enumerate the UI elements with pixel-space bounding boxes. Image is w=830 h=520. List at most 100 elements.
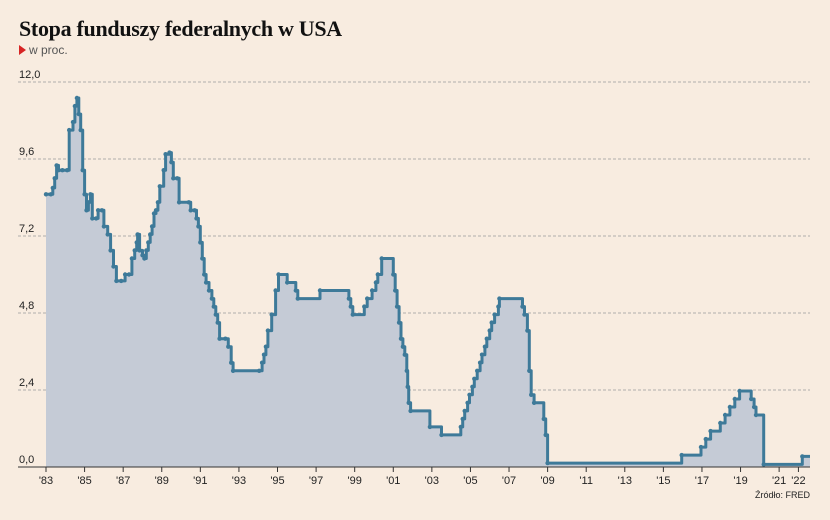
data-point	[396, 320, 402, 325]
data-point	[470, 384, 475, 389]
data-point	[167, 150, 172, 155]
data-point	[213, 312, 218, 317]
data-point	[496, 304, 501, 309]
data-point	[398, 336, 404, 341]
data-point	[72, 103, 78, 109]
data-point	[157, 184, 162, 189]
data-point	[223, 336, 228, 341]
data-point	[427, 424, 433, 430]
data-point	[261, 352, 267, 357]
data-point	[206, 288, 212, 293]
chart-title: Stopa funduszy federalnych w USA	[19, 16, 342, 41]
data-point	[192, 208, 197, 213]
data-point	[698, 444, 704, 450]
data-point	[176, 200, 182, 205]
data-point	[50, 185, 55, 191]
data-point	[142, 256, 147, 261]
data-point	[737, 388, 742, 394]
x-tick-label: '95	[270, 475, 284, 487]
data-point	[761, 462, 766, 467]
data-point	[492, 312, 497, 317]
series-points	[43, 95, 805, 467]
data-point	[475, 368, 480, 373]
data-point	[230, 368, 236, 373]
data-point	[111, 264, 116, 269]
x-tick-label: '15	[656, 475, 670, 487]
y-axis-ticks: 0,0 2,4 4,8 7,2 9,6 12,0	[19, 69, 40, 466]
data-point	[43, 192, 49, 197]
data-point	[209, 296, 215, 301]
data-point	[525, 328, 530, 333]
data-point	[70, 119, 76, 125]
data-point	[531, 400, 537, 405]
data-point	[749, 396, 754, 402]
data-point	[202, 272, 207, 277]
x-tick-label: '13	[618, 475, 632, 487]
data-point	[134, 240, 139, 245]
data-point	[198, 240, 203, 245]
data-point	[751, 404, 757, 410]
data-point	[119, 278, 124, 284]
x-tick-label: '99	[348, 475, 362, 487]
x-tick-label: '87	[116, 475, 130, 487]
data-point	[753, 412, 759, 418]
data-point	[405, 384, 410, 389]
x-tick-label: '09	[540, 475, 554, 487]
data-point	[151, 211, 157, 216]
data-point	[188, 208, 193, 213]
data-point	[263, 344, 269, 349]
chart-subtitle: w proc.	[19, 43, 68, 57]
x-tick-label: '05	[463, 475, 477, 487]
series-line	[46, 96, 810, 466]
data-point	[226, 344, 231, 349]
y-tick-label: 9,6	[19, 146, 34, 158]
x-tick-label: '17	[695, 475, 709, 487]
data-point	[477, 360, 483, 365]
data-point	[169, 160, 174, 165]
data-point	[708, 428, 713, 434]
data-point	[400, 344, 406, 349]
data-point	[194, 216, 199, 221]
data-point	[404, 368, 409, 373]
data-point	[484, 336, 489, 341]
data-point	[135, 232, 140, 237]
data-point	[462, 408, 467, 414]
data-point	[489, 320, 494, 325]
data-point	[529, 392, 534, 397]
data-point	[362, 304, 367, 309]
data-point	[149, 224, 155, 229]
data-point	[148, 232, 153, 237]
data-point	[94, 216, 99, 221]
data-point	[497, 296, 502, 301]
data-point	[482, 344, 488, 349]
data-point	[346, 296, 352, 301]
data-point	[200, 256, 205, 261]
y-tick-label: 0,0	[19, 454, 34, 466]
data-point	[487, 328, 492, 333]
data-point	[727, 404, 733, 410]
data-point	[375, 272, 380, 277]
source-note: Źródło: FRED	[754, 490, 810, 500]
x-tick-label: '01	[386, 475, 400, 487]
x-tick-label: '22	[791, 475, 805, 487]
data-point	[293, 288, 298, 293]
data-point	[80, 168, 85, 173]
x-tick-label: '89	[155, 475, 169, 487]
data-point	[543, 432, 548, 438]
data-point	[265, 328, 271, 333]
x-axis-ticks: '83 '85 '87 '89 '91 '93 '95 '97 '99 '01 '03 '05 '07 '…	[39, 467, 806, 487]
y-tick-label: 12,0	[19, 69, 40, 81]
data-point	[373, 280, 379, 285]
data-point	[60, 168, 65, 173]
data-point	[163, 152, 168, 157]
data-point	[186, 200, 191, 205]
data-point	[479, 352, 485, 357]
data-point	[129, 256, 135, 261]
data-point	[679, 452, 684, 458]
x-tick-label: '03	[425, 475, 439, 487]
data-point	[171, 176, 176, 181]
data-point	[211, 304, 216, 309]
data-point	[722, 412, 728, 418]
y-tick-label: 7,2	[19, 223, 34, 235]
data-point	[295, 296, 300, 301]
